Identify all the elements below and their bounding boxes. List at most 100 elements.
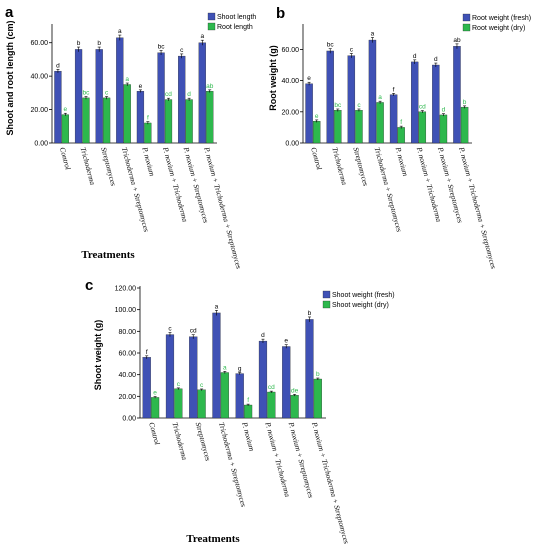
panel-a-significance-letter: ab	[206, 83, 214, 90]
panel-c-y-tick-label: 60.00	[118, 351, 136, 358]
panel-c-significance-letter: b	[308, 310, 312, 317]
panel-c-bar-series1	[189, 336, 198, 419]
panel-a-x-axis-label: Treatments	[81, 249, 135, 261]
panel-a-bar-series2	[61, 114, 69, 144]
panel-b-significance-letter: e	[315, 113, 319, 120]
panel-c-bar-series1	[282, 346, 291, 419]
panel-c-significance-letter: f	[247, 397, 249, 404]
panel-a-category-label: Trichoderma	[79, 146, 98, 186]
panel-b-significance-letter: d	[413, 53, 417, 60]
panel-a-y-axis-label: Shoot and root length (cm)	[5, 21, 15, 136]
panel-b-legend-swatch	[462, 23, 471, 32]
panel-b-significance-letter: bc	[334, 102, 342, 109]
panel-c-bar-series2	[267, 391, 276, 419]
panel-c-bar-series2	[151, 397, 160, 419]
panel-b-category-label: Streptomyces	[351, 146, 370, 187]
panel-c-significance-letter: g	[238, 365, 242, 372]
panel-c-bar-series1	[305, 319, 314, 419]
panel-c-bar-series2	[174, 388, 183, 419]
panel-a-legend-swatch	[207, 22, 216, 31]
panel-c-bar-series2	[197, 389, 206, 419]
panel-c-category-label: P. noxium + Trichoderma + Streptomyces	[310, 420, 351, 545]
panel-c-bar-series1	[235, 373, 244, 419]
panel-a-significance-letter: bc	[158, 43, 166, 50]
panel-c-significance-letter: e	[153, 390, 157, 397]
panel-a-category-label: Streptomyces	[99, 146, 118, 187]
panel-b-bar-series2	[418, 111, 427, 144]
panel-c-y-tick-label: 20.00	[118, 394, 136, 401]
panel-b-y-tick-label: 40.00	[281, 78, 299, 85]
panel-c-significance-letter: f	[146, 349, 148, 356]
panel-a-significance-letter: a	[118, 28, 122, 35]
panel-a-significance-letter: a	[201, 33, 205, 40]
panel-a-bar-series1	[74, 49, 83, 144]
panel-a-significance-letter: bc	[83, 90, 91, 97]
panel-c-bar-series1	[258, 340, 268, 419]
panel-a-bar-series1	[116, 37, 124, 144]
panel-a-bar-series1	[54, 70, 62, 144]
panel-b-significance-letter: a	[378, 94, 382, 101]
panel-b-significance-letter: d	[434, 56, 438, 63]
panel-b-significance-letter: bc	[327, 42, 335, 49]
panel-b-category-label: P. noxium	[393, 145, 410, 177]
panel-b-significance-letter: c	[357, 102, 361, 109]
panel-c-bar-series2	[290, 395, 299, 419]
panel-a-bar-series2	[185, 99, 193, 144]
panel-a-legend-swatch	[207, 12, 216, 21]
panel-a-bar-series1	[95, 49, 103, 144]
panel-b-bar-series1	[453, 46, 461, 144]
panel-c-bar-series1	[212, 312, 221, 419]
panel-c-y-tick-label: 0.00	[122, 416, 136, 423]
panel-c-category-label: Trichoderma	[170, 421, 189, 461]
panel-a-label: a	[5, 4, 14, 21]
panel-a-significance-letter: cd	[165, 91, 172, 98]
panel-a-y-tick-label: 0.00	[34, 141, 48, 148]
panel-c-category-label: P. noxium + Trichoderma	[263, 420, 292, 498]
panel-c-legend-swatch	[322, 290, 331, 299]
panel-b-category-label: Control	[309, 146, 324, 171]
panel-c-significance-letter: de	[291, 387, 299, 394]
panel-c-category-label: Streptomyces	[194, 421, 213, 462]
panel-a-significance-letter: d	[56, 62, 60, 69]
panel-a-bar-series1	[157, 52, 165, 144]
panel-b-bar-series1	[368, 39, 377, 144]
panel-b-legend-swatch	[462, 13, 471, 22]
panel-b-bar-series1	[411, 61, 419, 144]
panel-c-y-axis-label: Shoot weight (g)	[93, 320, 103, 390]
panel-c-label: c	[85, 277, 93, 294]
panel-b-bar-series2	[439, 114, 448, 144]
panel-c-bar-series2	[244, 404, 253, 419]
panel-b-significance-letter: c	[350, 46, 354, 53]
panel-a-y-tick-label: 20.00	[30, 107, 48, 114]
panel-a-significance-letter: e	[64, 106, 68, 113]
panel-c-bar-series2	[220, 372, 229, 419]
panel-b-bar-series2	[334, 110, 342, 144]
panel-c-category-label: P. noxium	[240, 420, 257, 452]
panel-a-bar-series2	[82, 97, 90, 144]
panel-a-significance-letter: e	[139, 83, 143, 90]
panel-a-bar-series2	[144, 122, 152, 144]
panel-c-bar-series1	[165, 334, 175, 419]
panel-a-significance-letter: a	[125, 76, 129, 83]
panel-b-significance-letter: b	[463, 99, 467, 106]
panel-b-legend-label: Root weight (dry)	[472, 25, 525, 32]
panel-a-significance-letter: f	[147, 115, 149, 122]
panel-c-legend-label: Shoot weight (fresh)	[332, 292, 395, 299]
panel-b-category-label: P. noxium + Trichoderma + Streptomyces	[457, 145, 498, 270]
panel-b-y-tick-label: 0.00	[285, 141, 299, 148]
panel-b-significance-letter: f	[400, 119, 402, 126]
panel-b-significance-letter: ab	[453, 37, 461, 44]
panel-c-significance-letter: b	[316, 371, 320, 378]
panel-c-y-tick-label: 80.00	[118, 329, 136, 336]
panel-c-significance-letter: a	[215, 303, 219, 310]
panel-a-category-label: P. noxium + Trichoderma + Streptomyces	[202, 145, 243, 270]
panel-a-bar-series1	[178, 55, 186, 144]
panel-a-legend-label: Root length	[217, 24, 253, 31]
panel-b-significance-letter: f	[393, 86, 395, 93]
panel-a-y-tick-label: 40.00	[30, 74, 48, 81]
panel-a-y-tick-label: 60.00	[30, 40, 48, 47]
panel-a-category-label: P. noxium	[140, 145, 157, 177]
panel-c-significance-letter: c	[200, 382, 204, 389]
panel-b-significance-letter: a	[371, 30, 375, 37]
panel-a-bar-series1	[198, 42, 206, 144]
